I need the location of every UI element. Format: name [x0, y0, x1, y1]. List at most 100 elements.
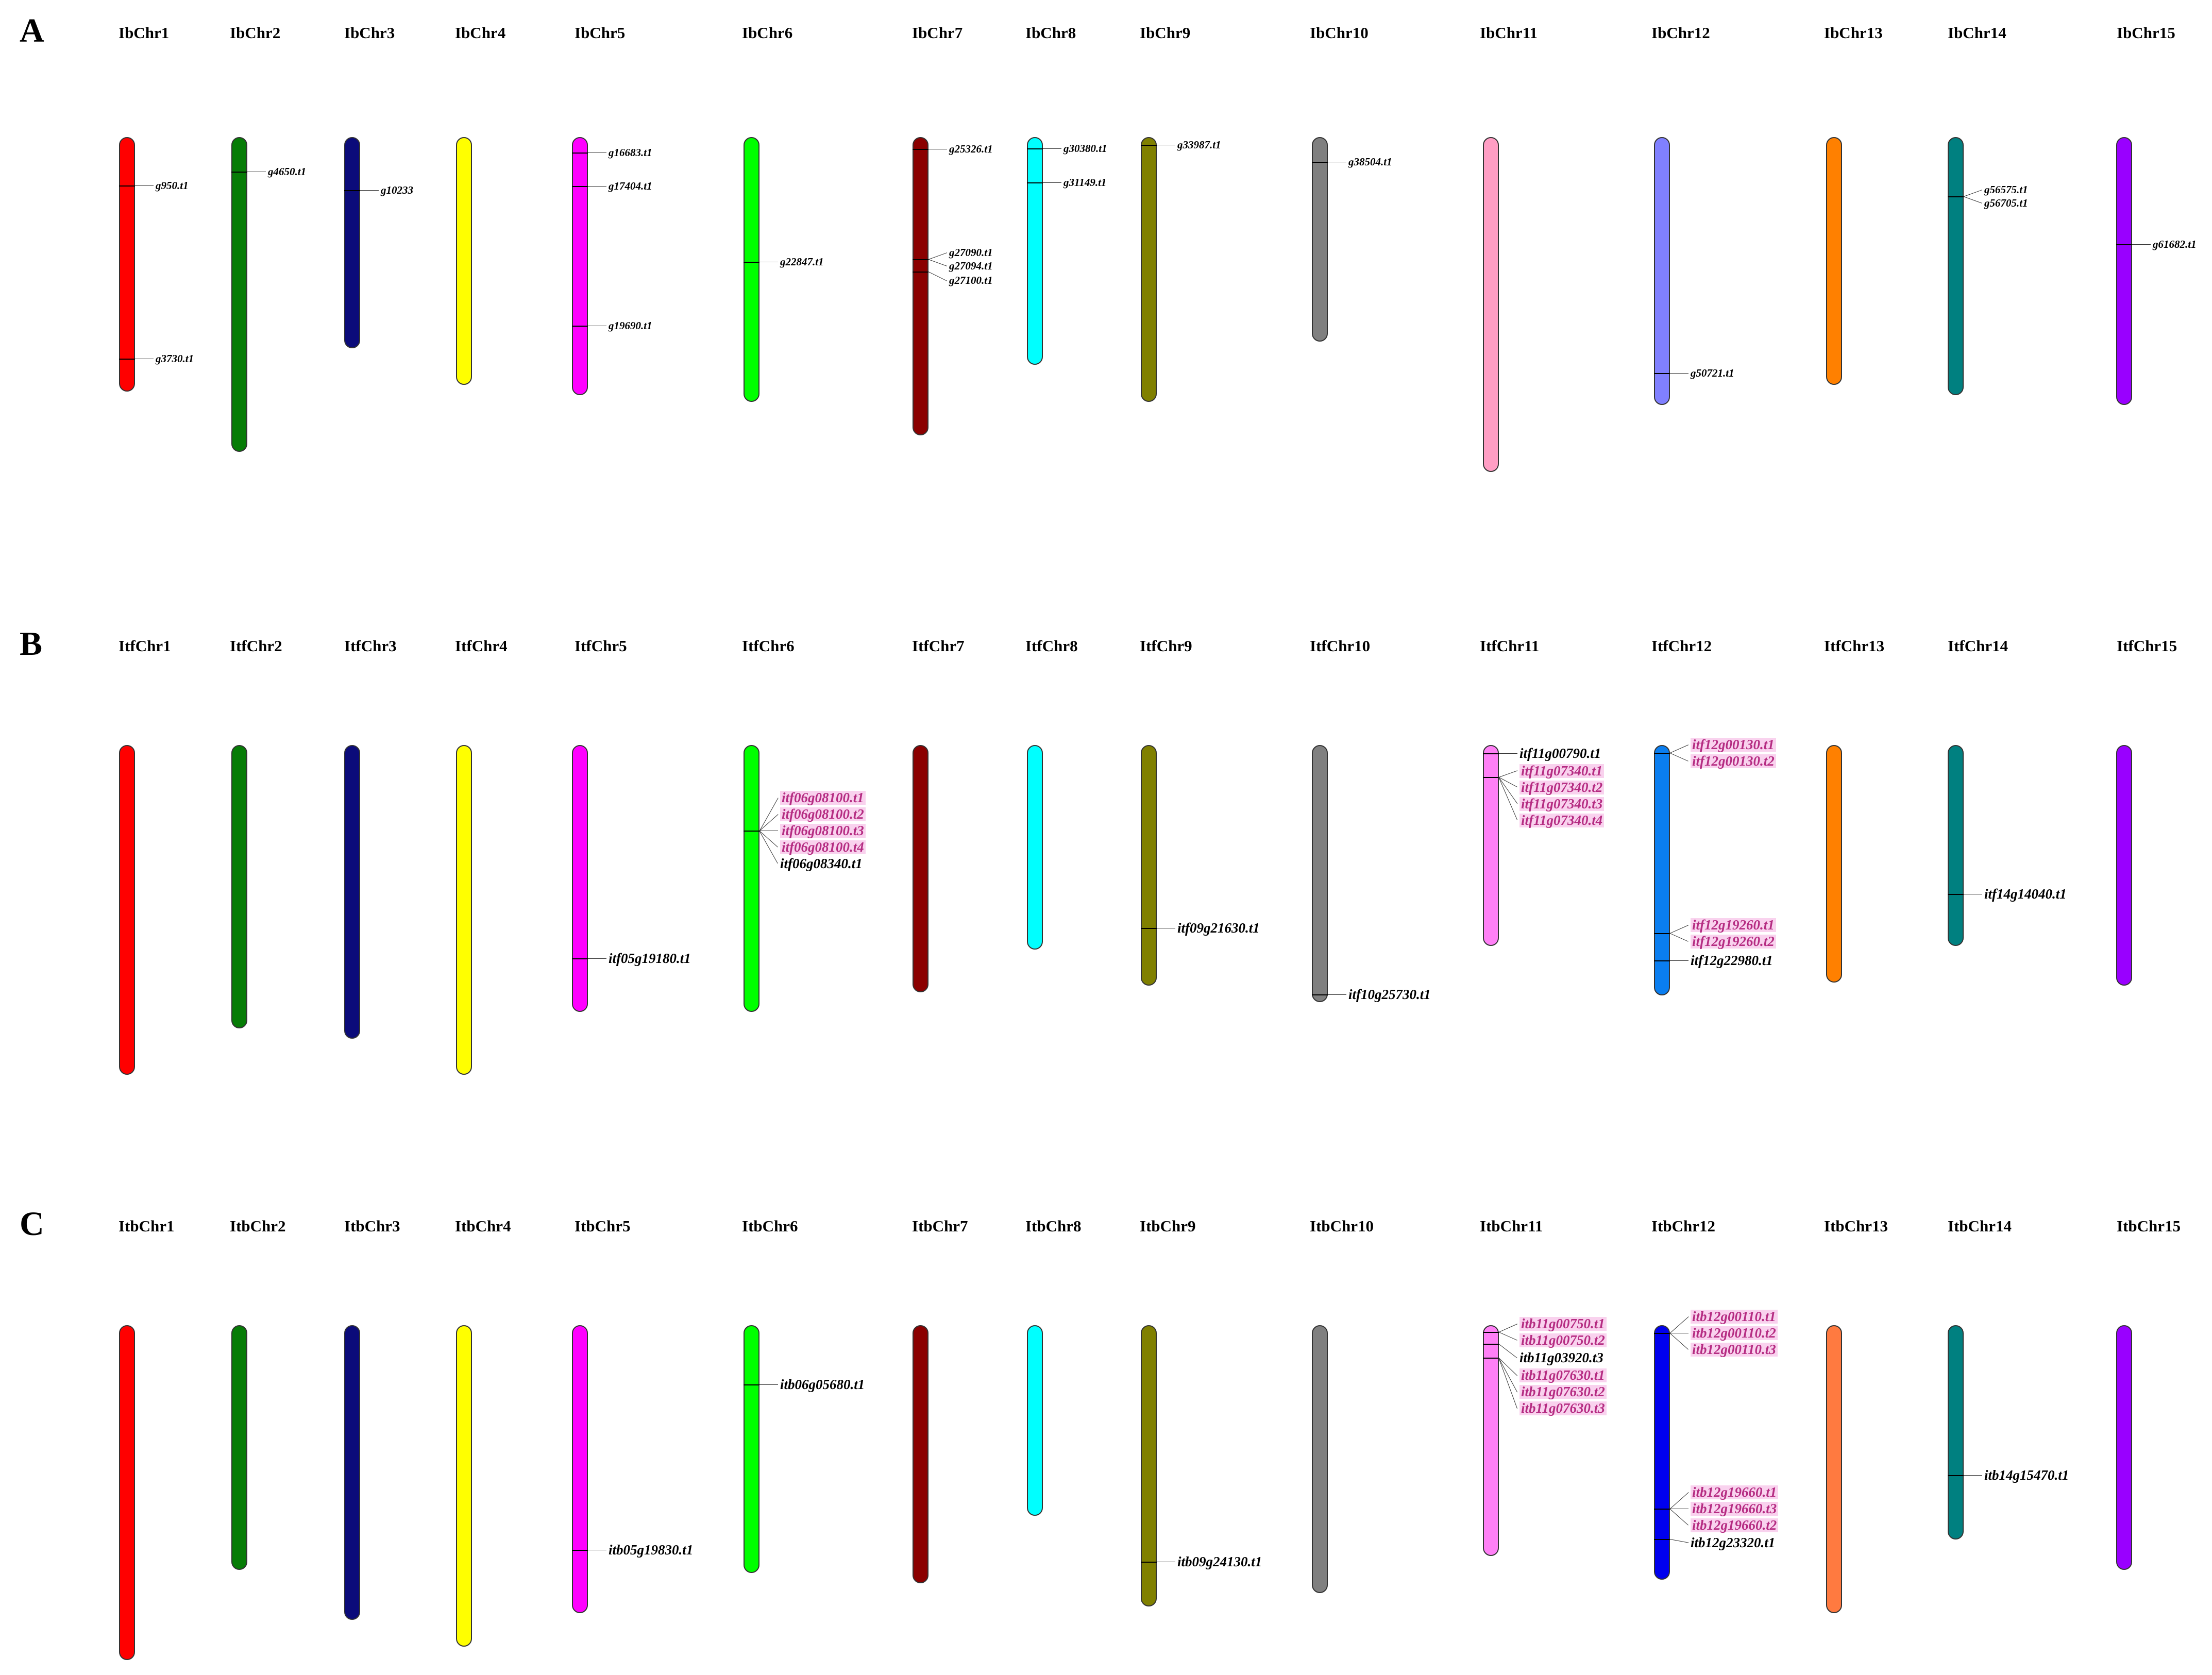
chromosome-bar	[2116, 137, 2132, 405]
chromosome-bar	[456, 1325, 472, 1647]
gene-leader-line	[360, 190, 379, 191]
gene-label: itf12g19260.t1	[1691, 918, 1776, 932]
chromosome-bar	[119, 1325, 135, 1660]
gene-label: g22847.t1	[780, 255, 824, 268]
gene-locus-tick	[744, 1384, 759, 1386]
gene-locus-tick	[572, 325, 588, 327]
chromosome-bar	[1948, 1325, 1964, 1539]
chromosome-title: ItfChr3	[344, 637, 397, 655]
chromosome-title: ItbChr1	[119, 1217, 175, 1235]
chromosome-title: ItfChr13	[1824, 637, 1885, 655]
chromosome-title: IbChr14	[1948, 24, 2006, 42]
gene-label: itb12g00110.t3	[1691, 1342, 1778, 1357]
chromosome-bar	[744, 137, 759, 402]
chromosome-title: ItbChr15	[2117, 1217, 2181, 1235]
gene-leader-line	[1670, 744, 1689, 753]
gene-label: itb11g07630.t3	[1519, 1401, 1607, 1416]
chromosome-bar	[1027, 1325, 1043, 1516]
gene-label: itb09g24130.t1	[1177, 1553, 1262, 1569]
chromosome-bar	[231, 1325, 247, 1570]
chromosome-title: ItbChr13	[1824, 1217, 1888, 1235]
chromosome-bar	[572, 1325, 588, 1613]
chromosome-bar	[231, 745, 247, 1028]
panel-letter-b: B	[20, 625, 43, 663]
chromosome-title: IbChr15	[2117, 24, 2175, 42]
gene-leader-line	[1499, 753, 1517, 754]
chromosome-bar	[1654, 745, 1670, 995]
gene-locus-tick	[1141, 927, 1157, 929]
chromosome-title: ItbChr10	[1310, 1217, 1374, 1235]
gene-label: itb11g00750.t1	[1519, 1317, 1607, 1331]
gene-leader-line	[1669, 1508, 1688, 1526]
gene-locus-tick	[1027, 148, 1043, 150]
gene-label: itb12g19660.t2	[1691, 1518, 1779, 1532]
chromosome-title: ItfChr9	[1140, 637, 1192, 655]
chromosome-title: IbChr11	[1480, 24, 1538, 42]
chromosome-title: ItfChr6	[742, 637, 795, 655]
chromosome-title: ItfChr10	[1310, 637, 1371, 655]
gene-leader-line	[1964, 190, 1983, 197]
gene-label: itf11g07340.t3	[1519, 797, 1605, 811]
gene-leader-line	[759, 830, 778, 864]
gene-locus-tick	[1141, 145, 1157, 146]
gene-leader-line	[2132, 244, 2151, 245]
gene-label: itb12g19660.t1	[1691, 1485, 1779, 1499]
chromosome-bar	[1027, 137, 1043, 365]
gene-leader-line	[1498, 777, 1517, 788]
gene-locus-tick	[1654, 752, 1670, 754]
chromosome-title: ItbChr5	[575, 1217, 631, 1235]
chromosome-title: IbChr10	[1310, 24, 1369, 42]
gene-label: g17404.t1	[609, 180, 652, 193]
gene-label: itf14g14040.t1	[1984, 886, 2067, 902]
gene-locus-tick	[1312, 161, 1328, 163]
chromosome-bar	[1312, 745, 1328, 1002]
gene-label: itf06g08100.t3	[780, 823, 866, 838]
chromosome-bar	[1483, 1325, 1499, 1556]
gene-label: g4650.t1	[268, 165, 307, 178]
chromosome-title: ItfChr14	[1948, 637, 2008, 655]
gene-leader-line	[759, 814, 779, 831]
gene-label: itf11g07340.t2	[1519, 780, 1605, 794]
gene-label: itb11g00750.t2	[1519, 1333, 1607, 1348]
gene-label: g27100.t1	[949, 274, 993, 287]
gene-label: g50721.t1	[1691, 366, 1734, 379]
chromosome-bar	[2116, 1325, 2132, 1570]
chromosome-title: ItbChr2	[230, 1217, 286, 1235]
chromosome-bar	[456, 137, 472, 385]
gene-label: g33987.t1	[1177, 139, 1221, 151]
chromosome-title: ItbChr11	[1480, 1217, 1543, 1235]
gene-label: itf11g07340.t1	[1519, 764, 1605, 778]
gene-leader-line	[1043, 182, 1061, 183]
chromosome-title: IbChr7	[912, 24, 963, 42]
chromosome-bar	[744, 1325, 759, 1573]
gene-locus-tick	[1483, 777, 1499, 779]
gene-leader-line	[135, 185, 154, 186]
gene-leader-line	[1669, 1538, 1688, 1543]
chromosome-bar	[1826, 137, 1842, 385]
gene-label: itb12g23320.t1	[1691, 1534, 1776, 1550]
gene-label: itf06g08100.t2	[780, 807, 866, 821]
gene-leader-line	[1499, 770, 1518, 778]
gene-locus-tick	[344, 190, 360, 191]
chromosome-title: ItfChr1	[119, 637, 171, 655]
gene-locus-tick	[1654, 1332, 1670, 1334]
gene-label: itb11g07630.t1	[1519, 1368, 1607, 1383]
chromosome-bar	[1141, 745, 1157, 986]
chromosome-title: IbChr5	[575, 24, 626, 42]
chromosome-bar	[572, 137, 588, 395]
gene-locus-tick	[1948, 1475, 1964, 1477]
chromosome-bar	[344, 1325, 360, 1620]
gene-locus-tick	[744, 261, 759, 263]
chromosome-title: IbChr2	[230, 24, 281, 42]
gene-locus-tick	[572, 958, 588, 960]
gene-locus-tick	[1483, 753, 1499, 754]
gene-leader-line	[1669, 933, 1688, 942]
gene-label: itb12g00110.t1	[1691, 1309, 1778, 1324]
chromosome-title: IbChr8	[1025, 24, 1076, 42]
gene-label: itb12g19660.t3	[1691, 1501, 1779, 1516]
gene-leader-line	[759, 797, 779, 831]
gene-locus-tick	[1483, 1343, 1499, 1345]
gene-leader-line	[928, 259, 947, 267]
gene-locus-tick	[913, 259, 928, 261]
chromosome-bar	[1948, 137, 1964, 395]
